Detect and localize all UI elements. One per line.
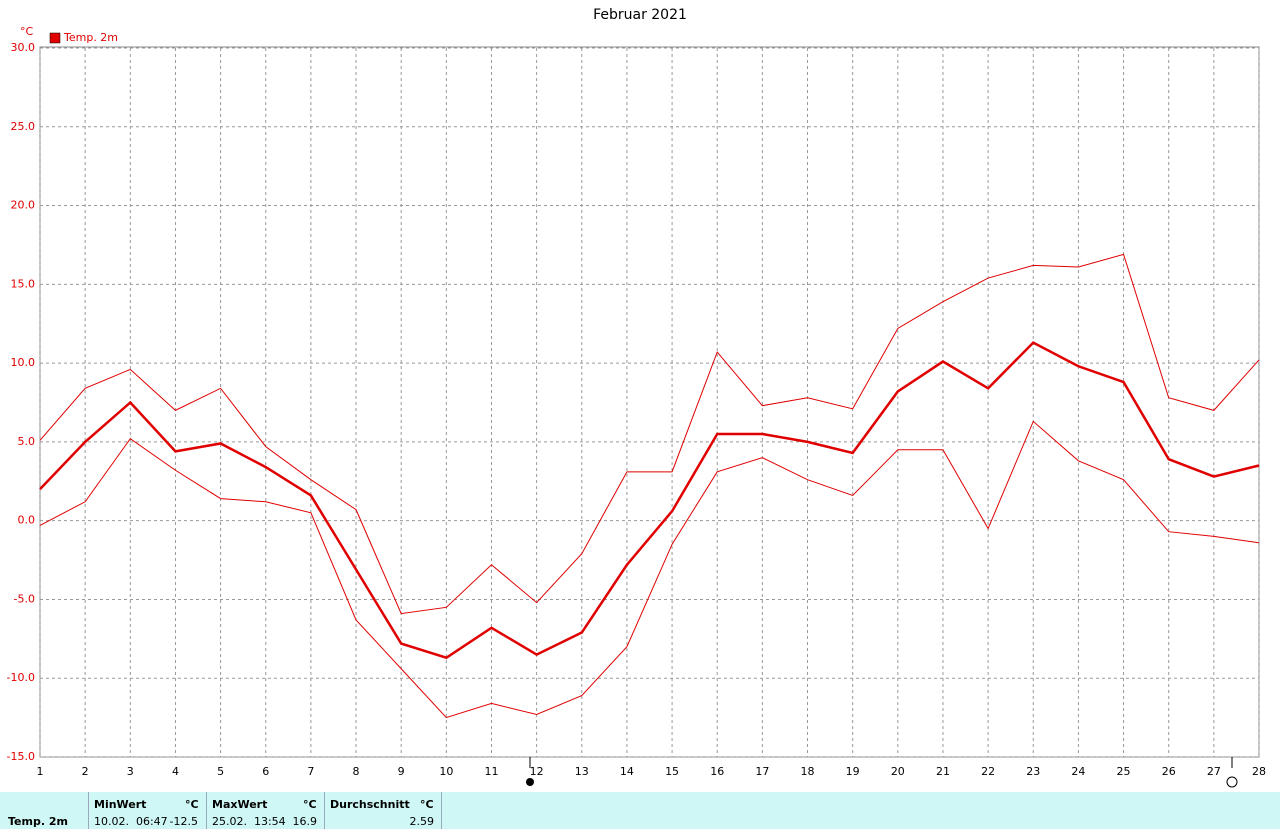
x-tick-label: 8 <box>353 765 360 778</box>
x-tick-label: 12 <box>530 765 544 778</box>
y-tick-label: 10.0 <box>11 356 36 369</box>
x-tick-label: 21 <box>936 765 950 778</box>
x-tick-label: 2 <box>82 765 89 778</box>
x-tick-label: 9 <box>398 765 405 778</box>
x-tick-label: 16 <box>710 765 724 778</box>
y-unit: °C <box>20 25 34 38</box>
x-tick-label: 18 <box>801 765 815 778</box>
moon-new <box>526 778 534 786</box>
x-tick-label: 4 <box>172 765 179 778</box>
stats-unit: °C <box>303 798 317 811</box>
stats-unit: °C <box>420 798 434 811</box>
x-tick-label: 19 <box>846 765 860 778</box>
separator <box>324 792 325 829</box>
y-tick-label: -5.0 <box>14 592 35 605</box>
x-tick-label: 11 <box>484 765 498 778</box>
stats-label: Temp. 2m <box>8 815 68 828</box>
stats-header: Durchschnitt <box>330 798 410 811</box>
x-tick-label: 28 <box>1252 765 1266 778</box>
moon-full <box>1226 776 1238 788</box>
stats-value: -12.5 <box>169 815 198 828</box>
x-tick-label: 25 <box>1117 765 1131 778</box>
y-tick-label: 25.0 <box>11 120 36 133</box>
y-tick-label: 30.0 <box>11 41 36 54</box>
y-tick-label: 15.0 <box>11 277 36 290</box>
separator <box>206 792 207 829</box>
x-tick-label: 6 <box>262 765 269 778</box>
y-tick-label: -10.0 <box>7 671 35 684</box>
x-tick-label: 14 <box>620 765 634 778</box>
x-tick-label: 10 <box>439 765 453 778</box>
y-tick-label: -15.0 <box>7 750 35 763</box>
x-tick-label: 27 <box>1207 765 1221 778</box>
x-tick-label: 1 <box>37 765 44 778</box>
max-line <box>39 253 1260 615</box>
legend-swatch <box>49 32 61 44</box>
y-tick-label: 0.0 <box>18 514 36 527</box>
plot-frame <box>39 46 1260 758</box>
stats-value: 2.59 <box>409 815 435 828</box>
separator <box>441 792 442 829</box>
x-tick-label: 20 <box>891 765 905 778</box>
stats-header: MaxWert <box>212 798 268 811</box>
stats-table: Temp. 2m MinWert °C 10.02. 06:47 -12.5 M… <box>0 792 1280 829</box>
stats-header: MinWert <box>94 798 147 811</box>
x-tick-label: 5 <box>217 765 224 778</box>
legend-label: Temp. 2m <box>63 31 118 44</box>
x-tick-label: 7 <box>307 765 314 778</box>
x-tick-label: 13 <box>575 765 589 778</box>
min-line <box>39 420 1260 719</box>
y-tick-label: 20.0 <box>11 199 36 212</box>
chart-title: Februar 2021 <box>593 7 687 23</box>
chart: Februar 2021 °C -15.0 -10.0 -5.0 0.0 5.0 10.0… <box>7 7 1266 788</box>
x-tick-label: 22 <box>981 765 995 778</box>
stats-value: 16.9 <box>292 815 318 828</box>
separator <box>88 792 89 829</box>
x-tick-label: 24 <box>1071 765 1085 778</box>
x-tick-label: 15 <box>665 765 679 778</box>
x-tick-label: 26 <box>1162 765 1176 778</box>
stats-date: 25.02. 13:54 <box>212 815 286 828</box>
mean-line <box>39 341 1260 660</box>
stats-date: 10.02. 06:47 <box>94 815 168 828</box>
x-tick-label: 17 <box>755 765 769 778</box>
y-tick-label: 5.0 <box>18 435 36 448</box>
x-tick-label: 23 <box>1026 765 1040 778</box>
stats-unit: °C <box>185 798 199 811</box>
x-tick-label: 3 <box>127 765 134 778</box>
